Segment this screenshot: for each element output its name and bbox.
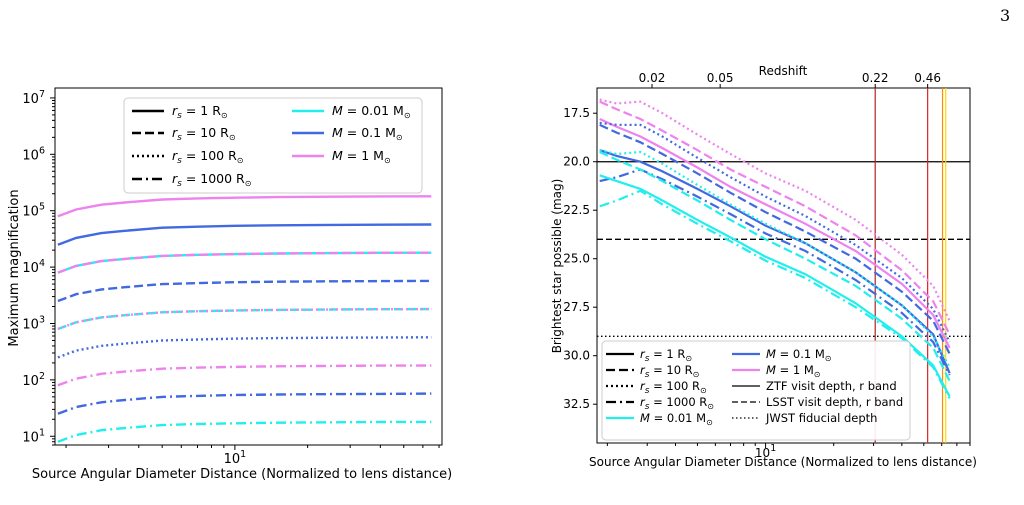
- legend-entry-label: rs = 1000 R⊙: [172, 171, 251, 189]
- legend-entry-label: M = 0.01 M⊙: [332, 103, 411, 120]
- right-plot-frame: [596, 87, 971, 444]
- right-y-axis-label: Brightest star possible (mag): [550, 179, 564, 354]
- series-line-m0.01-rs10: [599, 151, 951, 382]
- y-tick-label: 105: [22, 202, 45, 220]
- y-tick-label: 107: [22, 89, 45, 107]
- legend-entry-label: rs = 1 R⊙: [172, 103, 228, 121]
- series-line-m0.1-rs10: [57, 279, 432, 303]
- series-line-m1-rs1: [57, 195, 432, 218]
- left-x-axis-label: Source Angular Diameter Distance (Normal…: [32, 467, 452, 482]
- series-line-m0.01-rs1000: [599, 189, 951, 399]
- left-plot-frame: [54, 87, 443, 446]
- legend-entry-label: rs = 1000 R⊙: [640, 395, 714, 412]
- y-tick-label: 101: [22, 427, 45, 445]
- legend-entry-label: rs = 10 R⊙: [172, 125, 236, 143]
- series-line-m1-rs1: [599, 118, 951, 349]
- top-tick-label: 0.02: [639, 71, 666, 85]
- left-x-axis: 101: [65, 445, 440, 467]
- y-tick-label: 22.5: [563, 203, 590, 217]
- x-tick-label: 101: [224, 449, 247, 467]
- series-line-m0.1-rs10: [599, 123, 951, 355]
- series-line-m0.01-rs100: [599, 149, 951, 368]
- left-y-axis: 101 102 103 104 105 106 107: [22, 89, 55, 446]
- right-x-axis: 101: [606, 443, 971, 460]
- series-line-m0.01-rs1000: [57, 420, 432, 443]
- series-line-m1-rs100: [599, 98, 951, 322]
- legend-entry-label: JWST fiducial depth: [765, 411, 877, 425]
- legend-entry-label: LSST visit depth, r band: [766, 395, 903, 409]
- legend-entry-label: M = 1 M⊙: [332, 148, 391, 165]
- series-line-m0.1-rs1000: [57, 392, 432, 415]
- series-line-m0.1-rs1: [57, 223, 432, 246]
- left-chart: 101 102 103 104 105 106 107 101 Source Angular…: [7, 87, 452, 482]
- y-tick-label: 104: [22, 258, 45, 276]
- series-line-m0.1-rs1000: [599, 168, 951, 376]
- y-tick-label: 20.0: [563, 155, 590, 169]
- left-legend: rs = 1 R⊙ rs = 10 R⊙ rs = 100 R⊙ rs = 1000 …: [123, 97, 423, 194]
- right-x-axis-label: Source Angular Diameter Distance (Normal…: [589, 455, 977, 469]
- legend-entry-label: M = 1 M⊙: [766, 363, 820, 379]
- left-legend-box: [123, 97, 423, 194]
- legend-entry-label: M = 0.1 M⊙: [766, 347, 831, 363]
- left-y-axis-label: Maximum magnification: [7, 189, 22, 346]
- y-tick-label: 32.5: [563, 397, 590, 411]
- series-line-m1-rs10: [57, 251, 432, 274]
- left-series-group: [57, 195, 432, 443]
- y-tick-label: 103: [22, 314, 45, 332]
- series-line-m0.01-rs10: [57, 307, 432, 331]
- y-tick-label: 17.5: [563, 106, 590, 120]
- x-tick-label: 101: [755, 443, 776, 460]
- top-tick-label: 0.05: [707, 71, 734, 85]
- legend-entry-label: rs = 100 R⊙: [172, 148, 244, 166]
- legend-entry-label: rs = 10 R⊙: [640, 363, 699, 380]
- series-line-m1-rs100: [57, 307, 432, 331]
- y-tick-label: 30.0: [563, 349, 590, 363]
- right-top-axis: 0.02 0.05 0.22 0.46: [639, 71, 941, 88]
- series-line-m1-rs1000: [57, 364, 432, 387]
- y-tick-label: 106: [22, 145, 45, 163]
- top-tick-label: 0.46: [914, 71, 941, 85]
- legend-entry-label: rs = 1 R⊙: [640, 347, 692, 364]
- legend-entry-label: ZTF visit depth, r band: [766, 379, 897, 393]
- y-tick-label: 102: [22, 371, 45, 389]
- right-y-axis: 17.5 20.0 22.5 25.0 27.5 30.0 32.5: [563, 106, 597, 411]
- right-series-group: [597, 88, 970, 443]
- page-number: 3: [1000, 6, 1011, 25]
- series-line-m0.01-rs1: [57, 251, 432, 274]
- y-tick-label: 27.5: [563, 300, 590, 314]
- series-line-m0.1-rs100: [599, 121, 951, 343]
- legend-entry-label: M = 0.01 M⊙: [640, 411, 713, 427]
- legend-entry-label: rs = 100 R⊙: [640, 379, 707, 396]
- series-line-m0.1-rs100: [57, 336, 432, 359]
- right-legend-box: [601, 340, 911, 441]
- top-tick-label: 0.22: [862, 71, 889, 85]
- right-chart: 17.520.022.525.027.530.032.5 101 0.02 0.0…: [550, 64, 977, 469]
- right-legend: rs = 1 R⊙rs = 10 R⊙rs = 100 R⊙rs = 1000 …: [601, 340, 911, 441]
- series-line-m1-rs10: [599, 100, 951, 335]
- legend-entry-label: M = 0.1 M⊙: [332, 125, 403, 142]
- y-tick-label: 25.0: [563, 252, 590, 266]
- right-top-axis-label: Redshift: [759, 64, 808, 78]
